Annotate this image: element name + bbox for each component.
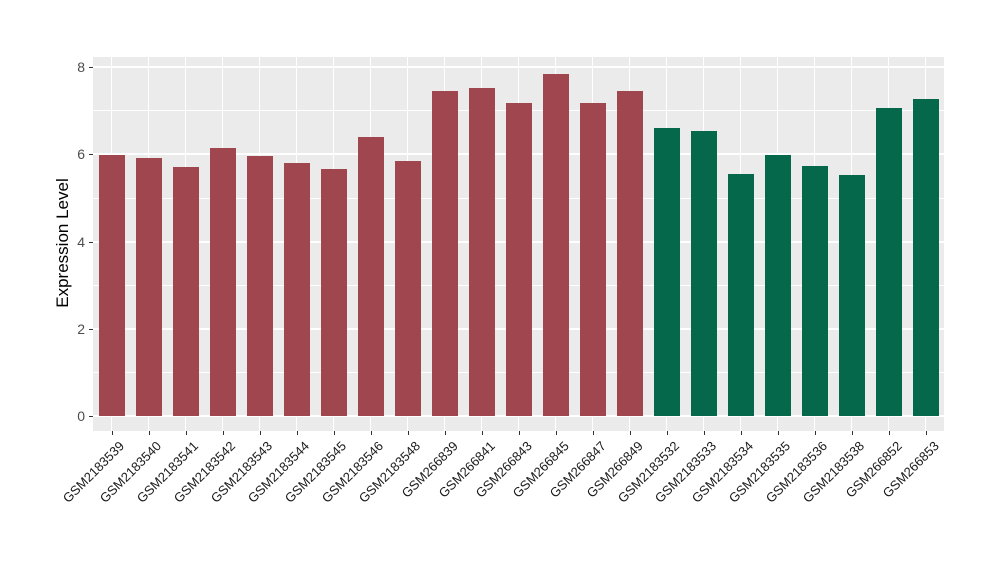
x-axis-tick (370, 431, 372, 435)
y-axis-tick (89, 241, 93, 243)
y-tick-label: 4 (77, 233, 85, 250)
bar-GSM266839 (431, 91, 458, 416)
y-tick-label: 6 (77, 146, 85, 163)
x-axis-tick (814, 431, 816, 435)
bar-GSM2183539 (98, 155, 125, 416)
bar-GSM2183541 (172, 167, 199, 416)
bar-GSM2183548 (394, 161, 421, 416)
x-axis-tick (740, 431, 742, 435)
y-tick-label: 0 (77, 408, 85, 424)
x-axis-tick (629, 431, 631, 435)
y-tick-label: 2 (77, 320, 85, 337)
bar-GSM266852 (875, 107, 902, 416)
y-tick-label: 8 (77, 59, 85, 76)
y-axis-tick (89, 416, 93, 417)
bar-GSM2183533 (690, 131, 717, 416)
bar-GSM2183542 (209, 147, 236, 416)
bar-GSM266853 (912, 98, 939, 416)
x-axis-tick (888, 431, 890, 435)
bar-GSM266843 (505, 103, 532, 416)
x-axis-tick (111, 431, 113, 435)
y-axis-tick (89, 67, 93, 69)
x-axis-tick (925, 431, 927, 435)
bar-GSM2183534 (727, 174, 754, 416)
x-axis-tick (555, 431, 557, 435)
bar-GSM2183535 (764, 155, 791, 416)
bar-GSM2183545 (320, 168, 347, 416)
x-axis-tick (333, 431, 335, 435)
x-axis-tick (703, 431, 705, 435)
x-axis-tick (666, 431, 668, 435)
x-axis-tick (481, 431, 483, 435)
bar-GSM266849 (616, 91, 643, 416)
x-axis-tick (148, 431, 150, 435)
x-axis-tick (222, 431, 224, 435)
x-axis-tick (259, 431, 261, 435)
bar-GSM2183540 (135, 158, 162, 416)
x-axis-tick (777, 431, 779, 435)
bar-GSM266847 (579, 103, 606, 416)
bar-GSM2183538 (838, 175, 865, 416)
x-axis-tick (518, 431, 520, 435)
plot-panel (93, 57, 944, 431)
x-axis-tick (444, 431, 446, 435)
bar-GSM2183544 (283, 162, 310, 416)
y-axis-tick (89, 328, 93, 330)
bar-GSM266845 (542, 74, 569, 416)
bar-GSM2183536 (801, 165, 828, 416)
x-axis-tick (296, 431, 298, 435)
bar-GSM266841 (468, 87, 495, 416)
x-axis-tick (851, 431, 853, 435)
bar-GSM2183532 (653, 128, 680, 416)
bar-GSM2183543 (246, 155, 273, 416)
y-axis-tick (89, 154, 93, 156)
x-axis-tick (185, 431, 187, 435)
bar-GSM2183546 (357, 136, 384, 416)
x-axis-tick (407, 431, 409, 435)
x-axis-tick (592, 431, 594, 435)
